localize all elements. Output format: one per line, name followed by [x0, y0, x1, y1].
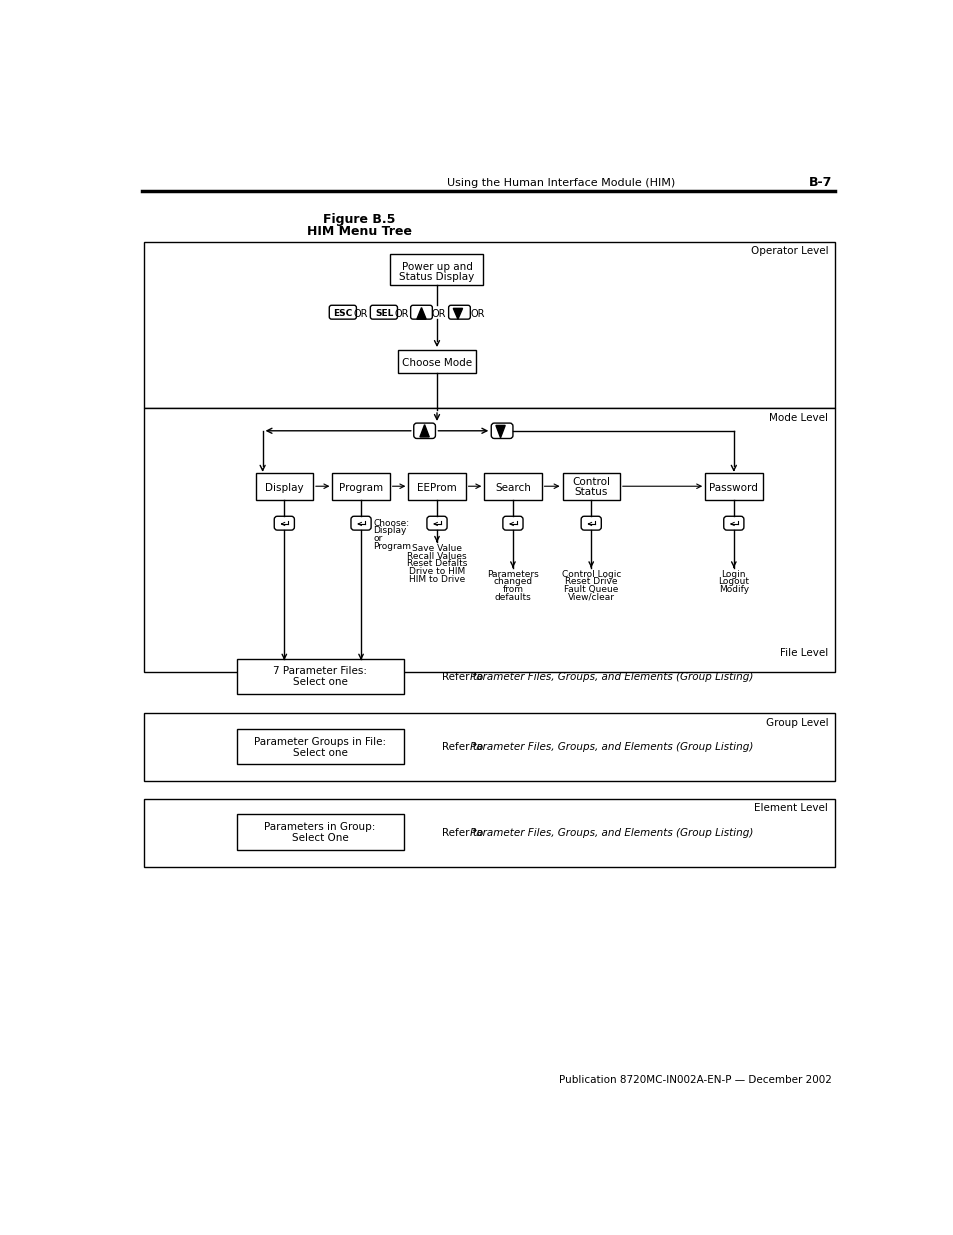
Text: Refer to: Refer to	[441, 827, 486, 837]
Polygon shape	[496, 425, 505, 437]
Text: Operator Level: Operator Level	[750, 246, 827, 256]
FancyBboxPatch shape	[491, 424, 513, 438]
Text: Select one: Select one	[293, 747, 347, 757]
Bar	[255, 473, 313, 500]
Bar	[144, 799, 834, 867]
Text: Group Level: Group Level	[765, 718, 827, 727]
Text: Display: Display	[373, 526, 406, 536]
Text: Reset Drive: Reset Drive	[564, 577, 617, 587]
Text: OR: OR	[395, 309, 409, 319]
Bar	[408, 473, 465, 500]
Text: Figure B.5: Figure B.5	[323, 214, 395, 226]
FancyBboxPatch shape	[410, 305, 432, 319]
Bar	[144, 409, 834, 672]
Text: OR: OR	[470, 309, 484, 319]
Text: Control: Control	[572, 478, 610, 488]
Text: Reset Defalts: Reset Defalts	[406, 559, 467, 568]
FancyBboxPatch shape	[448, 305, 470, 319]
Text: Refer to: Refer to	[441, 672, 486, 682]
Text: OR: OR	[431, 309, 445, 319]
Text: Program: Program	[338, 483, 383, 493]
Bar	[484, 473, 541, 500]
Text: defaults: defaults	[494, 593, 531, 601]
Text: Display: Display	[265, 483, 303, 493]
Polygon shape	[419, 425, 429, 437]
Text: Choose:: Choose:	[373, 519, 409, 527]
Text: from: from	[502, 585, 523, 594]
Text: Logout: Logout	[718, 577, 748, 587]
FancyBboxPatch shape	[329, 305, 356, 319]
Text: Parameters in Group:: Parameters in Group:	[264, 823, 375, 832]
Bar	[236, 729, 403, 764]
Text: Publication 8720MC-IN002A-EN-P — December 2002: Publication 8720MC-IN002A-EN-P — Decembe…	[558, 1074, 831, 1084]
Text: Parameter Files, Groups, and Elements (Group Listing): Parameter Files, Groups, and Elements (G…	[470, 742, 753, 752]
Bar	[704, 473, 761, 500]
Text: Element Level: Element Level	[754, 803, 827, 813]
Polygon shape	[416, 308, 426, 319]
FancyBboxPatch shape	[427, 516, 447, 530]
Text: B-7: B-7	[808, 177, 831, 189]
Bar	[397, 350, 476, 373]
FancyBboxPatch shape	[580, 516, 600, 530]
FancyBboxPatch shape	[351, 516, 371, 530]
Text: Status Display: Status Display	[399, 272, 475, 282]
FancyBboxPatch shape	[414, 424, 435, 438]
Bar	[332, 473, 390, 500]
Text: ESC: ESC	[334, 309, 353, 319]
Text: Password: Password	[709, 483, 758, 493]
Text: Status: Status	[574, 487, 607, 496]
Text: 7 Parameter Files:: 7 Parameter Files:	[273, 666, 367, 676]
Bar	[390, 254, 483, 285]
Text: Parameters: Parameters	[487, 569, 538, 578]
Bar	[562, 473, 619, 500]
Bar	[144, 714, 834, 782]
Text: File Level: File Level	[780, 647, 827, 657]
Text: SEL: SEL	[375, 309, 393, 319]
Text: Select One: Select One	[292, 834, 348, 844]
Text: Save Value: Save Value	[412, 545, 461, 553]
Text: changed: changed	[493, 577, 532, 587]
Text: Mode Level: Mode Level	[768, 412, 827, 422]
Text: Fault Queue: Fault Queue	[563, 585, 618, 594]
FancyBboxPatch shape	[502, 516, 522, 530]
Text: EEProm: EEProm	[416, 483, 456, 493]
Text: HIM Menu Tree: HIM Menu Tree	[307, 225, 412, 238]
Text: Select one: Select one	[293, 677, 347, 687]
Text: OR: OR	[354, 309, 368, 319]
Bar	[236, 814, 403, 850]
Text: Modify: Modify	[718, 585, 748, 594]
Text: Power up and: Power up and	[401, 262, 472, 272]
Text: Parameter Files, Groups, and Elements (Group Listing): Parameter Files, Groups, and Elements (G…	[470, 827, 753, 837]
Text: Parameter Files, Groups, and Elements (Group Listing): Parameter Files, Groups, and Elements (G…	[470, 672, 753, 682]
Text: Drive to HIM: Drive to HIM	[409, 567, 465, 577]
Text: Choose Mode: Choose Mode	[401, 358, 472, 368]
Text: Login: Login	[720, 569, 745, 578]
FancyBboxPatch shape	[274, 516, 294, 530]
Text: Parameter Groups in File:: Parameter Groups in File:	[253, 737, 386, 747]
Polygon shape	[453, 309, 462, 319]
Text: Program: Program	[373, 542, 411, 551]
Text: or: or	[373, 534, 382, 543]
FancyBboxPatch shape	[370, 305, 397, 319]
Text: Control Logic: Control Logic	[561, 569, 620, 578]
Text: Recall Values: Recall Values	[407, 552, 466, 561]
Text: Refer to: Refer to	[441, 742, 486, 752]
Bar	[236, 658, 403, 694]
Text: Using the Human Interface Module (HIM): Using the Human Interface Module (HIM)	[446, 178, 675, 188]
FancyBboxPatch shape	[723, 516, 743, 530]
Text: View/clear: View/clear	[567, 593, 614, 601]
Text: HIM to Drive: HIM to Drive	[409, 576, 465, 584]
Text: Search: Search	[495, 483, 530, 493]
Bar	[144, 242, 834, 409]
